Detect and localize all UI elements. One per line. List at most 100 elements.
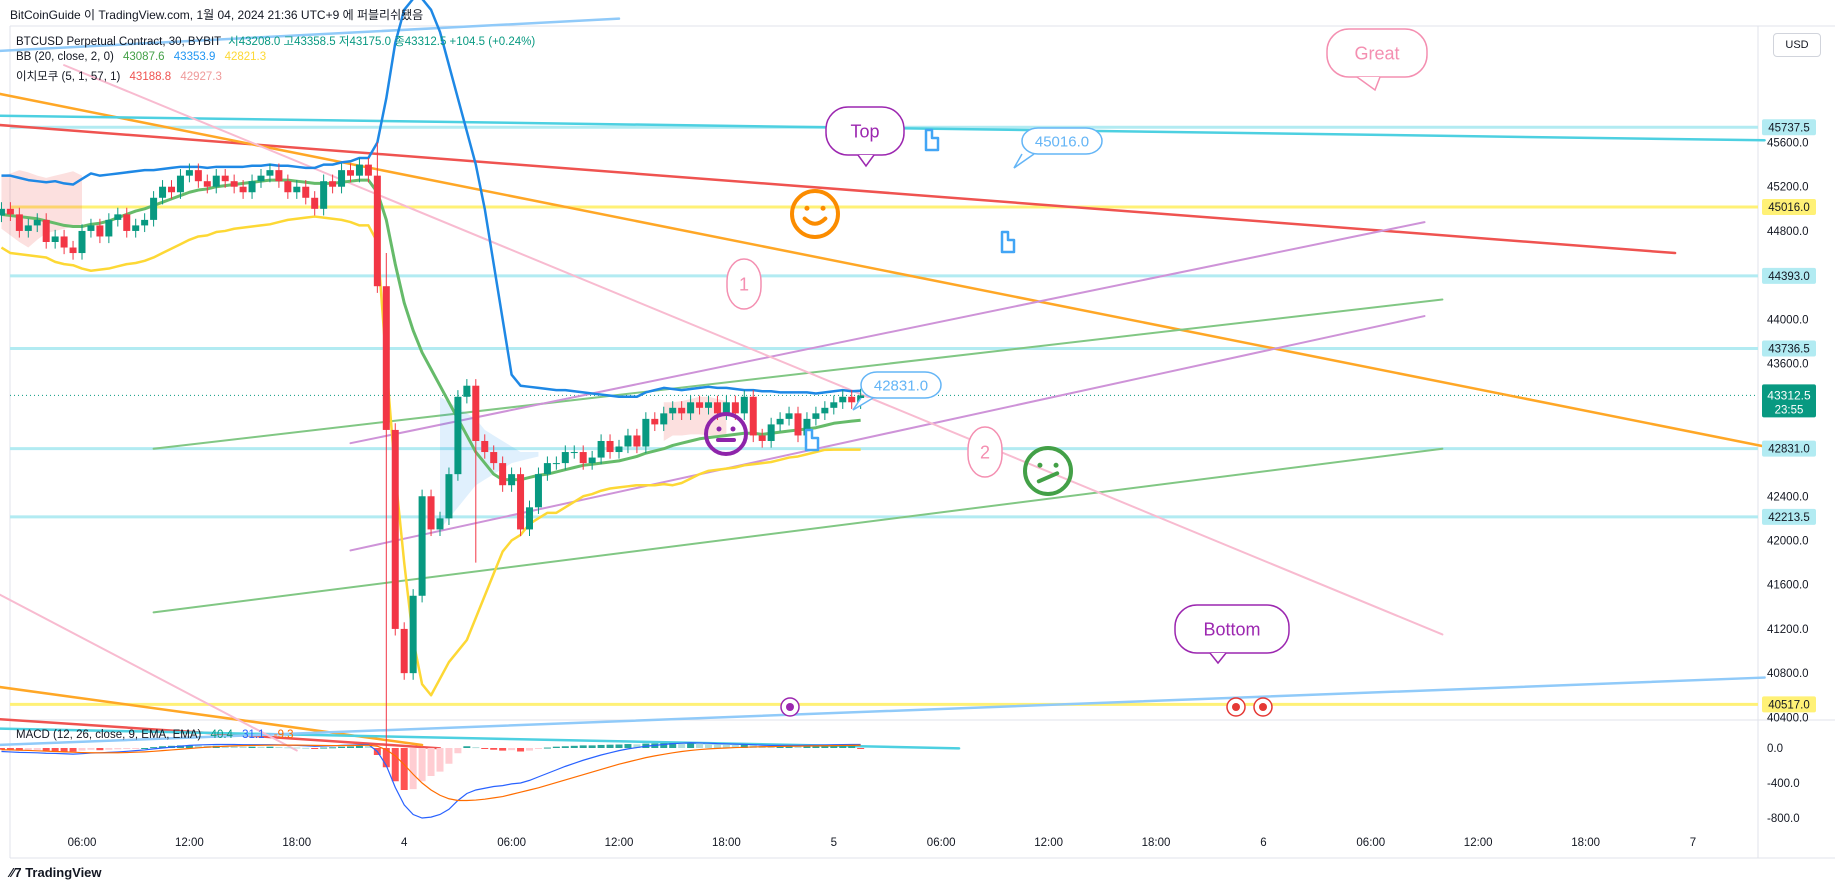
macd-histogram-bar <box>561 746 569 748</box>
candle-body <box>687 402 695 414</box>
pink-trendline-lower[interactable] <box>0 563 298 752</box>
blue-trendline-top[interactable] <box>0 17 621 54</box>
macd-histogram-bar <box>678 743 686 748</box>
currency-selector[interactable]: USD <box>1773 33 1821 57</box>
macd-histogram-bar <box>606 744 614 748</box>
callout-great[interactable]: Great <box>1326 28 1428 92</box>
time-axis[interactable]: 06:00 12:00 18:00 4 06:00 12:00 18:00 5 06:00 12:… <box>68 837 1697 849</box>
hand-pointer-icon-3[interactable] <box>804 428 820 452</box>
bb-value-lower: 42821.3 <box>224 51 267 63</box>
hand-pointer-icon-2[interactable] <box>1000 230 1016 254</box>
ichimoku-legend[interactable]: 이치모쿠 (5, 1, 57, 1) 43188.8 42927.3 <box>16 68 228 84</box>
candle-body <box>105 219 113 237</box>
price-tag-bg-0 <box>1762 119 1816 136</box>
price-note-45016[interactable]: 45016.0 <box>1013 127 1103 169</box>
candle-body <box>597 440 605 458</box>
macd-histogram-bar <box>812 746 820 748</box>
candle-body <box>96 225 104 237</box>
bollinger-bands <box>0 0 861 697</box>
candle-body <box>51 236 59 242</box>
candle-body <box>552 463 560 465</box>
purple-channel-upper[interactable] <box>349 221 1426 445</box>
ichimoku-label: 이치모쿠 (5, 1, 57, 1) <box>16 71 121 83</box>
callouts[interactable]: Great Top Bottom 1 2 45016.0 42831.0 <box>704 28 1428 717</box>
callout-1[interactable]: 1 <box>726 258 762 310</box>
macd-histogram-bar <box>230 746 238 748</box>
candle-body <box>436 518 444 530</box>
callout-2[interactable]: 2 <box>967 426 1003 478</box>
time-tick: 18:00 <box>1142 837 1171 849</box>
candle-body <box>275 170 283 182</box>
smile-face-icon-mouth <box>802 216 828 226</box>
price-tick: 45600.0 <box>1767 138 1809 150</box>
price-axis[interactable]: 45600.045200.044800.044400.044000.043600… <box>1762 119 1816 825</box>
orange-trendline-lower[interactable] <box>0 679 424 747</box>
candle-body <box>60 236 68 248</box>
price-tag-6[interactable]: 40517.0 <box>1768 699 1810 711</box>
macd-histogram-bar <box>848 745 856 748</box>
candle-body <box>176 175 184 193</box>
price-tag-5[interactable]: 42213.5 <box>1768 512 1810 524</box>
macd-histogram-bar <box>150 747 158 749</box>
price-tag-3[interactable]: 43736.5 <box>1768 344 1810 356</box>
neutral-face-icon[interactable] <box>704 412 748 456</box>
macd-histogram-bar <box>391 748 399 782</box>
price-tag-0[interactable]: 45737.5 <box>1768 122 1810 134</box>
price-tag-1[interactable]: 45016.0 <box>1768 202 1810 214</box>
macd-legend[interactable]: MACD (12, 26, close, 9, EMA, EMA) 40.4 3… <box>16 729 300 741</box>
candle-body <box>481 440 489 453</box>
green-channel-lower[interactable] <box>152 447 1444 614</box>
time-tick: 06:00 <box>68 837 97 849</box>
macd-histogram-bar <box>597 744 605 748</box>
candle-body <box>534 474 542 508</box>
macd-histogram-bar <box>87 748 95 750</box>
candle-body <box>848 396 856 403</box>
macd-histogram-bar <box>355 745 363 748</box>
macd-histogram-bar <box>105 748 113 750</box>
last-price-tag[interactable]: 43312.5 <box>1767 388 1811 402</box>
macd-histogram-bar <box>311 748 319 749</box>
macd-histogram-bar <box>454 748 462 754</box>
macd-value-macd: 31.1 <box>242 729 265 741</box>
macd-histogram-bar <box>463 746 471 748</box>
callout-bottom[interactable]: Bottom <box>1174 604 1290 665</box>
candle-body <box>355 164 363 176</box>
price-tag-2[interactable]: 44393.0 <box>1768 271 1810 283</box>
price-note-42831[interactable]: 42831.0 <box>852 371 942 411</box>
blue-trendline-bottom[interactable] <box>0 676 1766 748</box>
drawing-lines[interactable] <box>0 17 1766 752</box>
green-channel-upper[interactable] <box>152 298 1444 450</box>
orange-trendline[interactable] <box>0 82 1766 448</box>
candle-body <box>427 496 435 530</box>
price-tag-4[interactable]: 42831.0 <box>1768 444 1810 456</box>
time-tick: 4 <box>401 837 408 849</box>
macd-histogram-bar <box>472 747 480 749</box>
callout-top[interactable]: Top <box>825 106 905 168</box>
macd-histogram-bar <box>776 746 784 748</box>
macd-histogram-bar <box>347 746 354 748</box>
bb-legend[interactable]: BB (20, close, 2, 0) 43087.6 43353.9 428… <box>16 51 272 63</box>
macd-histogram-bar <box>33 748 41 750</box>
candle-body <box>633 435 641 447</box>
smile-face-icon[interactable] <box>790 189 840 239</box>
candle-body <box>803 418 811 436</box>
macd-histogram-bar <box>400 748 408 790</box>
time-tick: 12:00 <box>605 837 634 849</box>
macd-histogram-bar <box>409 748 417 790</box>
us-flag-event-icon-2[interactable] <box>1253 697 1273 717</box>
lightning-event-icon[interactable] <box>780 697 800 717</box>
callout-2-text: 2 <box>980 442 990 462</box>
hand-pointer-icon-1[interactable] <box>924 128 940 152</box>
candle-body <box>705 402 712 408</box>
tradingview-logo[interactable]: ⁄⁄7 TradingView <box>10 865 102 880</box>
candle-body <box>230 181 238 187</box>
candle-body <box>24 225 32 231</box>
callout-great-tail <box>1356 76 1381 92</box>
lightning-event-icon-dot <box>786 703 794 711</box>
skeptical-face-icon[interactable] <box>1023 446 1073 496</box>
us-flag-event-icon-1[interactable] <box>1226 697 1246 717</box>
pink-trendline[interactable] <box>63 64 1444 636</box>
macd-line <box>1 742 861 819</box>
